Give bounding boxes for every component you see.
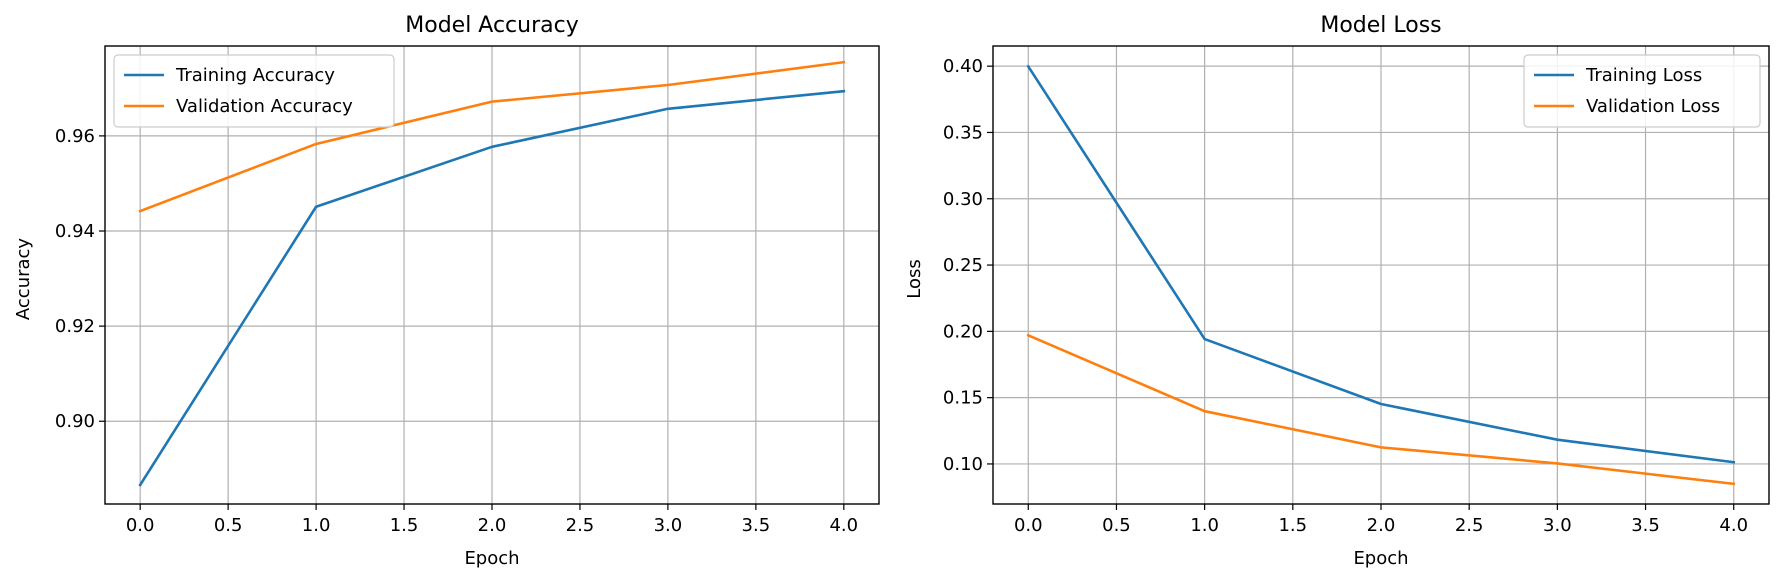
x-tick-label: 4.0	[1719, 515, 1748, 536]
series-line-validation	[1026, 333, 1736, 486]
x-tick-label: 1.0	[1190, 515, 1219, 536]
x-tick-label: 4.0	[829, 515, 858, 536]
x-tick-label: 0.0	[1014, 515, 1043, 536]
x-tick-label: 2.5	[566, 515, 595, 536]
y-axis-label: Loss	[904, 259, 925, 298]
series-line-validation	[138, 60, 846, 213]
x-tick-label: 0.0	[126, 515, 155, 536]
y-tick-label: 0.10	[943, 454, 983, 475]
legend: Training Loss Validation Loss	[1523, 54, 1761, 128]
x-tick-label: 1.5	[1278, 515, 1307, 536]
x-tick-label: 0.5	[1102, 515, 1131, 536]
chart-title: Model Accuracy	[405, 13, 579, 38]
x-axis-label: Epoch	[1353, 548, 1408, 569]
x-tick-label: 3.5	[1631, 515, 1660, 536]
legend-box	[113, 54, 395, 128]
x-tick-label: 3.0	[654, 515, 683, 536]
x-tick-label: 0.5	[214, 515, 243, 536]
y-tick-label: 0.20	[943, 321, 983, 342]
y-axis-label: Accuracy	[13, 238, 34, 321]
y-tick-label: 0.35	[943, 122, 983, 143]
legend-box	[1523, 54, 1761, 128]
legend-label: Validation Loss	[1586, 96, 1720, 117]
accuracy-chart: Model Accuracy Epoch Accuracy 0.0 0.5 1.0 1…	[13, 13, 880, 569]
legend-label: Training Accuracy	[175, 65, 335, 86]
y-tick-label: 0.30	[943, 189, 983, 210]
series-line-training	[138, 89, 846, 487]
x-tick-label: 3.5	[742, 515, 771, 536]
x-tick-label: 1.5	[390, 515, 419, 536]
series-line-training	[1026, 64, 1736, 464]
y-tick-label: 0.92	[55, 316, 95, 337]
x-tick-label: 2.0	[1367, 515, 1396, 536]
x-axis-label: Epoch	[464, 548, 519, 569]
loss-chart: Model Loss Epoch Loss 0.0 0.5 1.0 1.5 2.0 2.5…	[904, 13, 1770, 569]
legend-label: Validation Accuracy	[176, 96, 353, 117]
x-tick-label: 2.0	[478, 515, 507, 536]
chart-title: Model Loss	[1320, 13, 1441, 38]
y-tick-label: 0.96	[55, 126, 95, 147]
x-tick-label: 3.0	[1543, 515, 1572, 536]
y-tick-label: 0.15	[943, 388, 983, 409]
legend-label: Training Loss	[1585, 65, 1702, 86]
y-tick-label: 0.25	[943, 255, 983, 276]
grid	[993, 46, 1769, 504]
y-tick-label: 0.40	[943, 56, 983, 77]
x-tick-label: 1.0	[302, 515, 331, 536]
y-tick-label: 0.94	[55, 221, 95, 242]
y-tick-label: 0.90	[55, 411, 95, 432]
x-tick-label: 2.5	[1455, 515, 1484, 536]
legend: Training Accuracy Validation Accuracy	[113, 54, 395, 128]
